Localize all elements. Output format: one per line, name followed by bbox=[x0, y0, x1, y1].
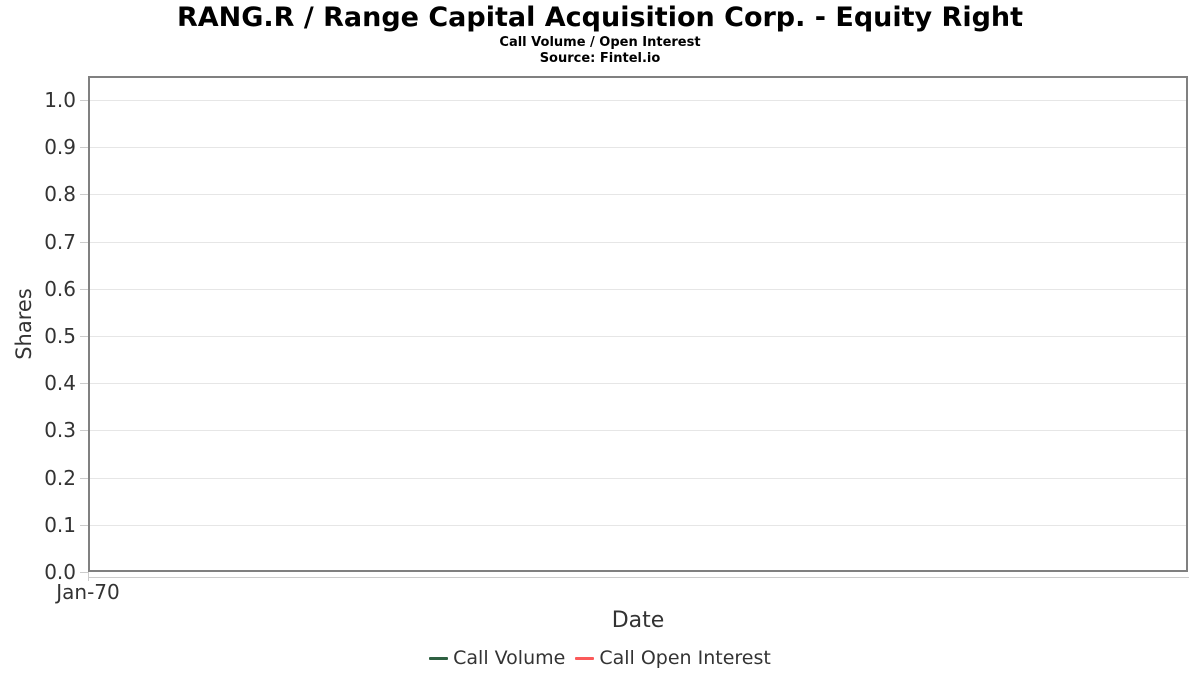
gridline bbox=[90, 194, 1186, 196]
y-tick-mark bbox=[80, 241, 88, 243]
legend-item[interactable]: Call Open Interest bbox=[575, 647, 771, 669]
y-tick-label: 0.1 bbox=[44, 512, 76, 537]
y-tick-label: 0.9 bbox=[44, 135, 76, 160]
y-tick-label: 1.0 bbox=[44, 88, 76, 112]
y-tick-mark bbox=[80, 100, 88, 101]
chart-title: RANG.R / Range Capital Acquisition Corp.… bbox=[176, 2, 1024, 33]
gridline bbox=[90, 288, 1186, 290]
legend-item[interactable]: Call Volume bbox=[429, 647, 565, 669]
y-tick-mark bbox=[80, 572, 88, 573]
gridline bbox=[90, 147, 1186, 149]
gridline bbox=[90, 100, 1186, 101]
gridline bbox=[90, 430, 1186, 432]
legend-series-label: Call Volume bbox=[453, 647, 566, 669]
y-tick-label: 0.6 bbox=[44, 276, 76, 301]
y-tick-label: 0.0 bbox=[44, 560, 76, 584]
y-tick-label: 0.8 bbox=[44, 182, 76, 207]
gridline bbox=[90, 241, 1186, 243]
gridline bbox=[90, 477, 1186, 479]
y-tick-label: 0.3 bbox=[44, 418, 76, 443]
plot-area bbox=[88, 76, 1188, 572]
y-tick-label: 0.2 bbox=[44, 465, 76, 490]
y-tick-label: 0.7 bbox=[44, 229, 76, 254]
x-tick-label: Jan-70 bbox=[56, 580, 120, 604]
legend: Call Volume Call Open Interest bbox=[0, 644, 1200, 672]
y-tick-mark bbox=[80, 288, 88, 290]
y-tick-mark bbox=[80, 477, 88, 479]
y-tick-mark bbox=[80, 194, 88, 196]
gridline bbox=[90, 524, 1186, 526]
y-tick-label: 0.5 bbox=[44, 324, 76, 348]
gridline bbox=[90, 336, 1186, 337]
y-tick-mark bbox=[80, 147, 88, 149]
legend-series-swatch-icon bbox=[429, 656, 449, 660]
gridline bbox=[90, 383, 1186, 385]
y-tick-mark bbox=[80, 336, 88, 337]
x-axis-title: Date bbox=[611, 608, 665, 633]
y-tick-label: 0.4 bbox=[44, 371, 76, 396]
legend-series-swatch-icon bbox=[575, 656, 595, 660]
chart-subtitle: Call Volume / Open Interest bbox=[499, 35, 701, 50]
chart-source: Source: Fintel.io bbox=[539, 51, 661, 66]
y-tick-mark bbox=[80, 524, 88, 526]
legend-series-label: Call Open Interest bbox=[599, 647, 771, 669]
y-axis-title: Shares bbox=[12, 288, 36, 360]
x-axis-line bbox=[88, 577, 1189, 578]
y-tick-mark bbox=[80, 430, 88, 432]
x-tick-mark bbox=[88, 572, 89, 581]
y-tick-mark bbox=[80, 383, 88, 385]
